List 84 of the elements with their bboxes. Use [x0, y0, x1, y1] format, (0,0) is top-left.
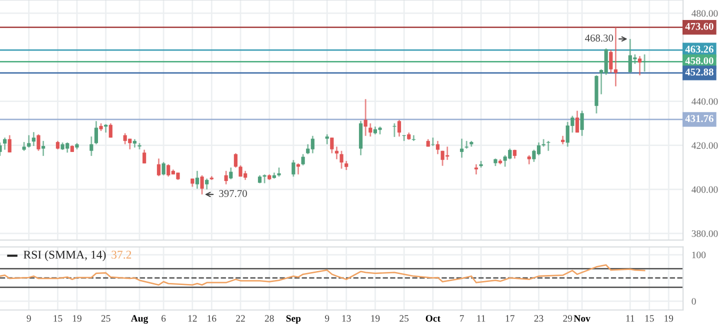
- candlestick: [614, 26, 618, 88]
- x-tick-label: 15: [54, 315, 62, 322]
- candlestick: [200, 174, 204, 196]
- x-tick-label: 13: [342, 315, 351, 322]
- ref-line-label: 458.00: [685, 57, 714, 64]
- annotation: 468.30: [585, 34, 614, 42]
- x-tick-label: 19: [664, 315, 674, 322]
- candlestick: [292, 159, 296, 178]
- candlestick: [436, 140, 440, 155]
- annotation: 397.70: [219, 190, 247, 198]
- candlestick: [431, 136, 435, 147]
- x-tick-label: 12: [188, 315, 197, 322]
- x-tick-label: 22: [236, 315, 245, 322]
- x-tick-label: 9: [26, 315, 31, 322]
- candlestick: [330, 136, 334, 154]
- x-tick-label: 7: [460, 315, 464, 322]
- candlestick: [41, 140, 46, 157]
- candlestick: [609, 49, 613, 74]
- x-tick-label: Nov: [574, 315, 590, 322]
- ref-line-label: 463.26: [685, 46, 714, 53]
- x-tick-label: 16: [208, 315, 216, 322]
- candlestick: [277, 166, 281, 178]
- x-tick-label: 9: [324, 315, 330, 322]
- candlestick: [340, 150, 344, 170]
- y-tick-label: 100: [692, 252, 706, 258]
- candlestick: [397, 119, 402, 138]
- candlestick: [36, 134, 40, 152]
- x-tick-label: 28: [264, 315, 274, 322]
- ref-line-label: 431.76: [685, 115, 714, 122]
- candlestick: [464, 140, 468, 150]
- y-tick-label: 440.00: [692, 98, 718, 105]
- x-tick-label: Oct: [426, 315, 440, 322]
- x-tick-label: 11: [626, 315, 634, 322]
- candlestick: [575, 110, 580, 134]
- candlestick: [156, 158, 161, 177]
- candlestick: [638, 55, 642, 76]
- chart-title: RSI (SMMA, 14): [24, 250, 106, 262]
- candlestick: [205, 178, 209, 190]
- line-series: [0, 264, 646, 286]
- x-tick-label: 11: [477, 315, 486, 322]
- candlestick: [474, 164, 478, 176]
- candlestick: [224, 170, 228, 185]
- candlestick: [527, 154, 531, 165]
- x-tick-label: 25: [101, 315, 110, 322]
- y-tick-label: 400.00: [692, 186, 718, 193]
- candlestick: [32, 131, 36, 147]
- candlestick: [3, 136, 7, 150]
- candlestick: [301, 153, 305, 166]
- candlestick: [195, 170, 200, 190]
- candlestick: [402, 134, 406, 142]
- candlestick: [460, 138, 464, 158]
- candlestick: [94, 120, 98, 145]
- candlestick: [412, 134, 416, 142]
- x-tick-label: 6: [162, 315, 166, 322]
- candlestick: [142, 149, 146, 164]
- x-tick-label: 19: [72, 315, 82, 322]
- x-tick-label: 19: [371, 315, 380, 322]
- candlestick: [229, 166, 233, 180]
- x-tick-label: 29: [563, 315, 572, 322]
- candlestick: [8, 134, 12, 154]
- y-tick-label: 380.00: [692, 230, 718, 237]
- candlestick: [580, 110, 584, 137]
- x-tick-label: 25: [400, 315, 409, 322]
- candlestick: [364, 98, 368, 137]
- y-tick-label: 420.00: [692, 142, 718, 149]
- candlestick: [162, 161, 166, 176]
- x-tick-label: 17: [506, 315, 514, 322]
- annotation: 37.2: [112, 250, 132, 259]
- candlestick: [642, 54, 646, 72]
- ref-line-label: 473.60: [685, 22, 714, 30]
- candlestick: [234, 152, 238, 168]
- candlestick: [368, 122, 372, 138]
- y-tick-label: 0: [692, 298, 696, 305]
- x-tick-label: 23: [534, 315, 544, 322]
- x-tick-label: 15: [645, 315, 654, 322]
- candlestick: [90, 136, 94, 157]
- x-tick-label: Sep: [286, 315, 301, 324]
- y-tick-label: 480.00: [692, 10, 718, 17]
- candlestick: [334, 146, 339, 160]
- candlestick: [27, 134, 31, 148]
- candlestick: [344, 160, 348, 171]
- x-tick-label: Aug: [130, 315, 148, 324]
- ref-line-label: 452.88: [685, 68, 714, 76]
- candlestick: [108, 122, 112, 138]
